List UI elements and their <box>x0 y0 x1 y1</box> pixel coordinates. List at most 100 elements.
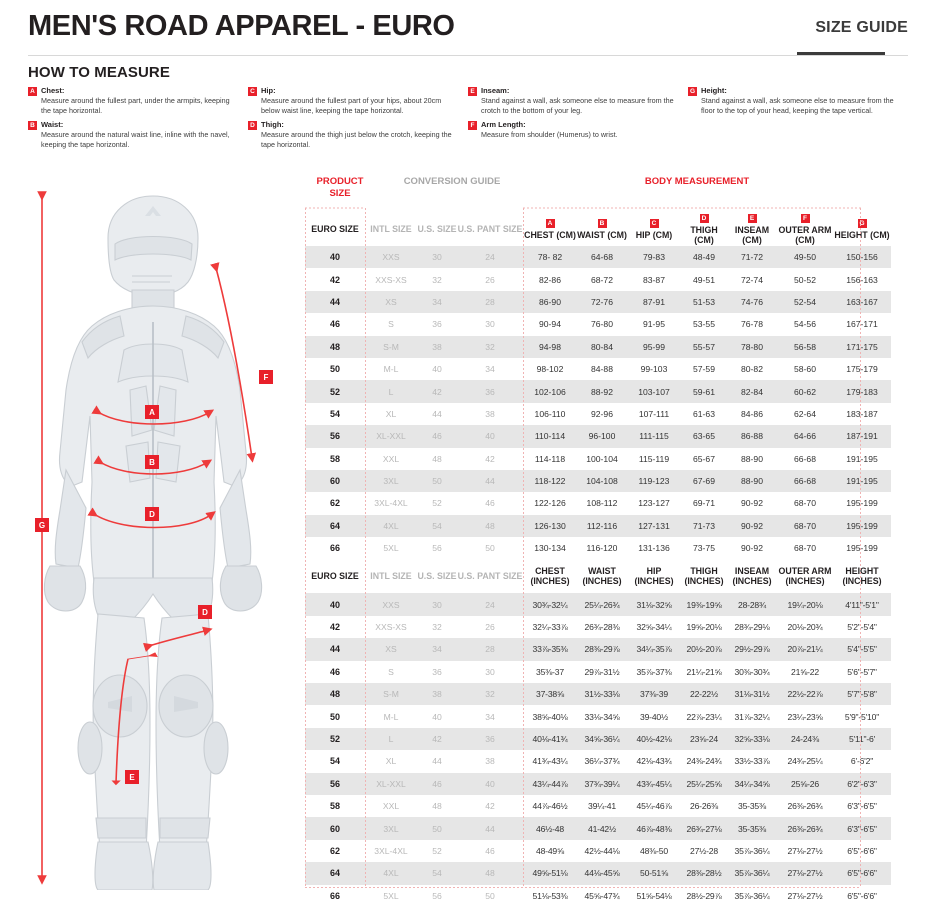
page-title: MEN'S ROAD APPAREL - EURO <box>28 10 455 42</box>
table-cell: S <box>388 666 394 677</box>
inch-table-body: 40 XXS 30 24 30¾-32¼ 25¼-26¾ 31⅛-32⅝ 19⅜-19⅝ 28-… <box>305 593 891 906</box>
table-cell: 88-92 <box>577 380 627 403</box>
cm-header-inseam: E INSEAM (CM) <box>727 212 777 246</box>
table-cell: 46 <box>329 666 340 677</box>
table-cell: 28½-29⅞ <box>686 890 722 901</box>
table-cell: 44 <box>457 469 523 493</box>
table-cell: 118-122 <box>523 469 577 493</box>
table-row: 56 XL-XXL 46 40 110-114 96-100 111-115 63-65 86-… <box>305 425 891 448</box>
table-cell: 55-57 <box>681 335 727 358</box>
measure-line-hip <box>87 507 216 529</box>
svg-text:B: B <box>149 458 155 467</box>
cm-header-chest-label: CHEST (CM) <box>524 229 576 240</box>
table-cell: 84-86 <box>741 408 763 419</box>
table-cell: 86-88 <box>727 425 777 448</box>
inch-header-outer-arm: OUTER ARM (INCHES) <box>778 566 832 587</box>
table-cell: 6'3"-6'5" <box>847 801 877 812</box>
legend-name-thigh: Thigh: <box>261 120 284 130</box>
table-cell: 52 <box>432 845 442 856</box>
table-cell: 46 <box>485 845 495 856</box>
table-cell: 60-62 <box>777 380 833 403</box>
table-cell: 30⅜-30¾ <box>734 666 770 677</box>
table-cell: 26-26⅜ <box>690 801 718 812</box>
table-cell: XXS-XS <box>375 274 407 285</box>
table-cell: 195-199 <box>846 543 878 554</box>
legend-column-4: G Height: Stand against a wall, ask some… <box>688 86 903 154</box>
cm-header-height-label: HEIGHT (CM) <box>834 229 890 240</box>
table-cell: 3XL <box>365 469 417 493</box>
table-cell: 37⅜-39 <box>627 683 681 706</box>
table-cell: 24 <box>457 593 523 616</box>
table-cell: 20½-20⅞ <box>681 638 727 661</box>
table-cell: 62-64 <box>794 408 816 419</box>
table-cell: XXL <box>382 801 400 812</box>
table-cell: 54 <box>329 408 340 419</box>
table-row: 56 XL-XXL 46 40 43¼-44⅞ 37¾-39¼ 43¾-45¼ 25¼-25⅝… <box>305 772 891 795</box>
table-cell: 31⅞-32¼ <box>734 711 770 722</box>
table-cell: 50 <box>329 364 340 375</box>
table-cell: 28 <box>457 290 523 314</box>
table-cell: 84-88 <box>591 364 613 375</box>
column-badge-g: G <box>857 218 867 228</box>
figure-badge-f <box>259 370 273 384</box>
table-cell: 32 <box>457 683 523 706</box>
table-cell: 68-70 <box>794 498 816 509</box>
group-header-body-measurement: BODY MEASUREMENT <box>644 176 750 187</box>
table-cell: 26 <box>485 274 495 285</box>
cm-header-outer-arm-label: OUTER ARM (CM) <box>778 224 832 245</box>
table-cell: 73-75 <box>693 543 715 554</box>
table-cell: 126-130 <box>523 514 577 538</box>
measure-line-arm <box>210 262 257 463</box>
table-cell: 95-99 <box>627 335 681 358</box>
table-cell: 32⅝-33⅛ <box>727 727 777 751</box>
figure-badge-d <box>198 605 212 619</box>
table-cell: 58 <box>329 453 340 464</box>
table-cell: 20⅞-21¼ <box>777 638 833 661</box>
table-cell: 38 <box>417 683 457 706</box>
legend-desc-thigh: Measure around the thigh just below the … <box>261 130 452 149</box>
legend-desc-waist: Measure around the natural waist line, i… <box>41 130 230 149</box>
table-cell: 37-38⅝ <box>523 683 577 706</box>
table-cell: 5XL <box>383 890 399 901</box>
header-divider <box>28 55 908 56</box>
table-cell: 36 <box>457 727 523 751</box>
table-cell: 4XL <box>365 862 417 885</box>
table-cell: 27⅛-27½ <box>787 845 823 856</box>
table-cell: 127-131 <box>627 514 681 538</box>
legend-name-height: Height: <box>701 86 727 95</box>
table-cell: 5'6"-5'7" <box>847 666 877 677</box>
table-cell: 50 <box>417 817 457 840</box>
table-cell: M-L <box>383 711 399 722</box>
table-cell: 44 <box>457 817 523 840</box>
table-cell: 35⅞-36¼ <box>734 890 770 901</box>
table-cell: 25¼-26¾ <box>577 593 627 616</box>
table-cell: 52 <box>432 498 442 509</box>
table-cell: 24¾-25¼ <box>787 756 823 767</box>
legend-desc-arm-length: Measure from shoulder (Humerus) to wrist… <box>481 130 618 140</box>
table-cell: 123-127 <box>638 498 670 509</box>
svg-text:E: E <box>129 773 135 782</box>
size-guide-underline <box>797 52 885 55</box>
table-cell: 50-51⅝ <box>627 862 681 885</box>
table-cell: 60 <box>305 817 365 840</box>
table-cell: 63-65 <box>681 425 727 448</box>
table-cell: 116-120 <box>586 543 618 554</box>
table-cell: 26 <box>485 622 495 633</box>
table-cell: 111-115 <box>627 425 681 448</box>
table-cell: 6'-6'2" <box>850 756 874 767</box>
legend-item-arm-length: F Arm Length: Measure from shoulder (Hum… <box>468 120 683 140</box>
column-badge-c: C <box>649 218 659 228</box>
legend-column-1: A Chest: Measure around the fullest part… <box>28 86 243 154</box>
table-cell: 21¼-21⅝ <box>686 666 722 677</box>
table-cell: 35⅞-36¼ <box>727 862 777 885</box>
legend-column-3: E Inseam: Stand against a wall, ask some… <box>468 86 683 154</box>
table-cell: 33⅛-34⅝ <box>584 711 620 722</box>
table-row: 46 S 36 30 35⅜-37 29⅞-31½ 35⅞-37⅜ 21¼-21⅝ 30⅜-30… <box>305 661 891 683</box>
table-cell: 28 <box>457 638 523 661</box>
table-cell: 36 <box>432 319 442 330</box>
table-cell: 90-94 <box>539 319 561 330</box>
table-cell: 45¼-46⅞ <box>636 801 672 812</box>
table-cell: 48 <box>432 801 442 812</box>
table-cell: 34 <box>417 290 457 314</box>
table-cell: 56 <box>432 543 442 554</box>
